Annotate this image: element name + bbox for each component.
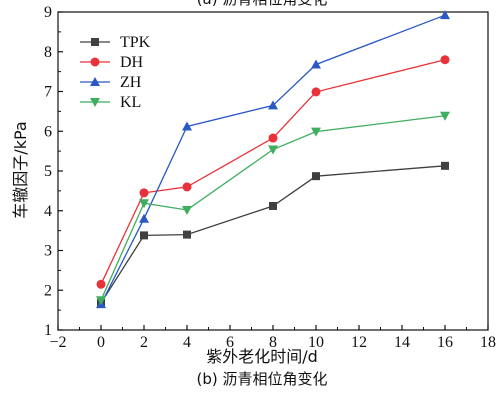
y-tick-label: 3 [44, 243, 52, 260]
y-tick-label: 9 [44, 4, 52, 21]
x-tick-label: 8 [269, 334, 277, 351]
x-tick-label: 4 [183, 334, 191, 351]
x-tick-label: 18 [480, 334, 496, 351]
y-tick-label: 6 [44, 123, 52, 140]
y-tick-label: 5 [44, 163, 52, 180]
data-point-dh [139, 188, 149, 198]
x-axis-label: 紫外老化时间/d [206, 347, 318, 366]
series-line-tpk [100, 165, 446, 304]
data-point-tpk [140, 231, 148, 240]
legend-marker-dh [90, 57, 100, 67]
legend-marker-tpk [91, 38, 99, 46]
x-tick-label: 14 [394, 334, 410, 351]
series-line-dh [100, 59, 446, 285]
x-tick-label: 10 [308, 334, 324, 351]
data-point-dh [311, 87, 321, 97]
x-tick-label: 2 [140, 334, 148, 351]
data-point-tpk [312, 172, 320, 181]
y-tick-label: 1 [44, 322, 52, 339]
data-point-dh [440, 55, 450, 65]
data-point-zh [440, 10, 450, 20]
figure-caption: (b) 沥青相位角变化 [197, 370, 328, 388]
data-point-dh [96, 279, 106, 289]
series-kl [96, 111, 450, 306]
data-point-tpk [441, 161, 449, 170]
data-point-zh [182, 121, 192, 131]
x-tick-label: −2 [49, 334, 66, 351]
series-tpk [97, 161, 449, 307]
data-point-kl [139, 199, 149, 209]
data-point-dh [268, 133, 278, 143]
data-point-kl [311, 127, 321, 137]
legend-label-kl: KL [120, 94, 141, 111]
data-point-zh [311, 59, 321, 69]
series-zh [96, 10, 450, 309]
series-line-kl [100, 115, 446, 301]
legend-label-dh: DH [120, 54, 144, 71]
x-tick-label: 0 [97, 334, 105, 351]
x-tick-label: 16 [437, 334, 453, 351]
y-axis-label: 车辙因子/kPa [11, 121, 30, 218]
y-tick-label: 8 [44, 44, 52, 61]
legend-marker-zh [90, 77, 100, 86]
y-tick-label: 4 [44, 203, 52, 220]
x-tick-label: 6 [226, 334, 234, 351]
legend-marker-kl [90, 98, 100, 107]
data-point-zh [268, 100, 278, 110]
legend: TPK DH ZH KL [80, 34, 151, 111]
chart-title: (a) 沥青相位角变化 [197, 0, 328, 8]
data-point-zh [139, 213, 149, 223]
data-point-tpk [269, 201, 277, 210]
data-point-kl [96, 296, 106, 306]
data-point-tpk [183, 230, 191, 239]
y-tick-label: 7 [44, 84, 52, 101]
series-line-zh [100, 14, 446, 305]
legend-label-tpk: TPK [120, 34, 151, 51]
y-tick-label: 2 [44, 282, 52, 299]
data-point-kl [182, 205, 192, 215]
legend-label-zh: ZH [120, 74, 142, 91]
series-dh [96, 55, 450, 289]
x-tick-label: 12 [351, 334, 367, 351]
series-group [96, 10, 450, 309]
data-point-kl [440, 111, 450, 121]
data-point-kl [268, 145, 278, 155]
data-point-dh [182, 182, 192, 192]
